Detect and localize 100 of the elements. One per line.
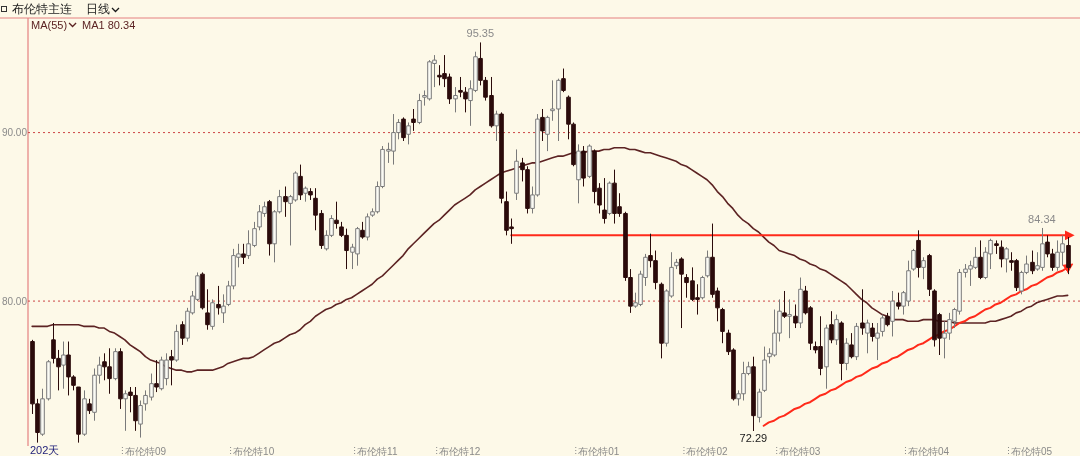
y-tick-label: 80.00 [1,295,28,307]
candlestick [1030,250,1035,275]
x-tick-label: 布伦特03 [779,445,821,456]
candlestick [221,293,226,324]
x-tick-label: 布伦特01 [578,445,620,456]
candlestick [1004,246,1009,273]
candlestick [298,164,303,201]
candlestick [499,111,504,204]
candlestick [720,307,725,344]
candlestick [978,239,983,280]
annotation: 95.35 [466,27,495,40]
candlestick [700,275,705,300]
candlestick [540,108,545,142]
candlestick [267,199,272,257]
candlestick [870,322,875,343]
chart-title: 布伦特主连 [12,2,72,16]
candlestick [216,285,221,316]
candlestick [241,243,246,265]
candlestick [113,347,118,381]
candlestick [674,258,679,270]
candlestick [205,288,210,331]
candlestick [880,314,885,337]
candlestick [885,312,890,327]
candlestick [787,298,792,339]
legend-label: MA1 80.34 [82,19,136,31]
candlestick [705,250,710,278]
candlestick [834,314,839,346]
candlestick [123,389,128,432]
candlestick [659,282,664,359]
x-tick-label: 布伦特05 [1011,445,1053,456]
candlestick [602,177,607,225]
candlestick [417,93,422,125]
annotation: 84.34 [1028,212,1056,225]
candlestick [61,341,66,390]
candlestick [782,290,787,319]
x-tick-label: 布伦特02 [686,445,729,456]
candlestick [180,320,185,346]
y-tick-label: 90.00 [1,127,28,139]
candlestick [360,221,365,240]
candlestick [911,248,916,272]
annotation: 72.29 [739,432,768,444]
candlestick [406,121,411,145]
candlestick [576,143,581,204]
candlestick [587,143,592,179]
candlestick [308,187,313,201]
candlestick [76,386,81,444]
candlestick [365,212,370,241]
candlestick [999,239,1004,268]
x-tick-label: 布伦特10 [233,445,275,456]
candlestick [494,110,499,142]
x-tick-label: 布伦特12 [439,445,481,456]
candlestick [762,346,767,393]
candlestick [545,115,550,152]
candlestick [860,288,865,336]
candlestick [453,86,458,113]
candlestick [994,239,999,255]
candlestick [829,310,834,344]
candlestick [174,324,179,363]
candlestick [607,180,612,216]
candlestick [679,256,684,329]
candlestick [916,229,921,278]
candlestick [1066,236,1071,275]
x-tick-label: 布伦特11 [357,445,398,456]
x-tick-label: 布伦特09 [124,445,167,456]
candlestick [921,256,926,280]
candlestick [875,322,880,361]
candlestick [824,324,829,390]
line-series [31,146,1069,373]
candlestick [334,201,339,230]
candlestick [890,290,895,337]
candlestick [303,186,308,203]
candlestick [844,337,849,371]
candlestick [751,356,756,432]
candlestick [793,303,798,329]
candlestick [82,389,87,437]
candlestick [798,277,803,329]
candlestick [411,108,416,132]
candlestick [210,298,215,331]
candlestick [854,322,859,361]
candlestick [581,145,586,187]
candlestick [87,398,92,415]
candlestick [561,68,566,93]
annotation: 202天 [30,444,60,456]
candlestick [849,332,854,359]
legend-title: MA(55) [31,19,68,31]
candlestick [283,186,288,218]
candlestick [401,116,406,142]
candlestick [118,347,123,410]
candlestick [839,320,844,381]
x-tick-label: 布伦特04 [907,445,950,456]
candlestick [138,400,143,439]
candlestick [757,388,762,423]
candlestick [154,359,159,393]
candlestick [200,271,205,311]
candlestick [865,319,870,354]
candlestick [896,292,901,311]
candlestick [514,148,519,201]
candlestick [169,349,174,386]
candlestick [927,253,932,297]
chart-subtitle: 日线 [86,2,110,16]
